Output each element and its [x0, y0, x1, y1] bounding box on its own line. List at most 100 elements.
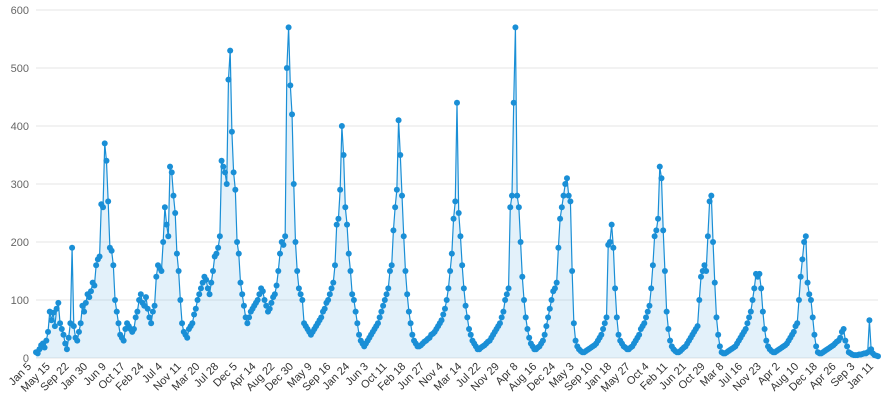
- data-point[interactable]: [438, 317, 445, 324]
- data-point[interactable]: [459, 262, 466, 269]
- data-point[interactable]: [457, 233, 464, 240]
- data-point[interactable]: [206, 291, 213, 298]
- data-point[interactable]: [790, 328, 797, 335]
- data-point[interactable]: [543, 323, 550, 330]
- data-point[interactable]: [275, 268, 282, 274]
- data-point[interactable]: [234, 239, 241, 245]
- data-point[interactable]: [43, 337, 50, 344]
- data-point[interactable]: [191, 311, 198, 318]
- data-point[interactable]: [194, 297, 201, 303]
- data-point[interactable]: [612, 285, 619, 292]
- data-point[interactable]: [216, 233, 223, 240]
- data-point[interactable]: [112, 297, 119, 303]
- data-point[interactable]: [404, 291, 411, 298]
- data-point[interactable]: [811, 331, 818, 338]
- data-point[interactable]: [283, 65, 290, 71]
- data-point[interactable]: [167, 163, 174, 170]
- data-point[interactable]: [50, 309, 57, 316]
- data-point[interactable]: [108, 247, 115, 254]
- data-point[interactable]: [294, 268, 301, 274]
- data-point[interactable]: [524, 326, 531, 332]
- data-point[interactable]: [651, 233, 658, 240]
- data-point[interactable]: [69, 244, 76, 251]
- data-point[interactable]: [715, 331, 722, 338]
- data-point[interactable]: [337, 186, 344, 193]
- data-point[interactable]: [548, 297, 555, 303]
- data-point[interactable]: [146, 314, 153, 321]
- data-point[interactable]: [646, 302, 653, 309]
- data-point[interactable]: [606, 239, 613, 245]
- data-point[interactable]: [464, 314, 471, 321]
- data-point[interactable]: [655, 215, 662, 222]
- data-point[interactable]: [447, 268, 454, 274]
- data-point[interactable]: [393, 186, 400, 193]
- data-point[interactable]: [440, 311, 447, 318]
- data-point[interactable]: [215, 244, 222, 251]
- data-point[interactable]: [96, 253, 103, 260]
- data-point[interactable]: [395, 117, 402, 124]
- data-point[interactable]: [289, 111, 296, 118]
- data-point[interactable]: [115, 320, 122, 327]
- data-point[interactable]: [383, 291, 390, 298]
- data-point[interactable]: [230, 169, 237, 176]
- data-point[interactable]: [60, 331, 67, 338]
- data-point[interactable]: [701, 262, 708, 269]
- data-point[interactable]: [742, 326, 749, 332]
- data-point[interactable]: [58, 326, 65, 332]
- data-point[interactable]: [130, 326, 137, 332]
- data-point[interactable]: [503, 291, 510, 298]
- data-point[interactable]: [761, 326, 768, 332]
- data-point[interactable]: [390, 227, 397, 234]
- data-point[interactable]: [175, 268, 182, 274]
- data-point[interactable]: [325, 297, 332, 303]
- data-point[interactable]: [441, 305, 448, 312]
- data-point[interactable]: [802, 233, 809, 240]
- data-point[interactable]: [340, 152, 347, 158]
- data-point[interactable]: [539, 337, 546, 344]
- data-point[interactable]: [875, 353, 881, 360]
- data-point[interactable]: [103, 157, 110, 164]
- data-point[interactable]: [799, 256, 806, 263]
- data-point[interactable]: [704, 233, 711, 240]
- data-point[interactable]: [295, 285, 302, 292]
- data-point[interactable]: [804, 279, 811, 286]
- data-point[interactable]: [452, 198, 459, 205]
- data-point[interactable]: [86, 294, 93, 301]
- data-point[interactable]: [144, 305, 151, 312]
- data-point[interactable]: [462, 302, 469, 309]
- data-point[interactable]: [132, 314, 139, 321]
- data-point[interactable]: [716, 343, 723, 350]
- data-point[interactable]: [813, 343, 820, 350]
- data-point[interactable]: [81, 308, 88, 315]
- data-point[interactable]: [318, 314, 325, 321]
- data-point[interactable]: [541, 331, 548, 338]
- data-point[interactable]: [165, 233, 172, 240]
- data-point[interactable]: [703, 268, 710, 274]
- data-point[interactable]: [809, 314, 816, 321]
- data-point[interactable]: [292, 239, 299, 245]
- data-point[interactable]: [665, 326, 672, 332]
- data-point[interactable]: [806, 291, 813, 298]
- data-point[interactable]: [759, 308, 766, 315]
- data-point[interactable]: [297, 291, 304, 298]
- data-point[interactable]: [641, 320, 648, 327]
- data-point[interactable]: [172, 210, 179, 216]
- data-point[interactable]: [507, 204, 514, 211]
- data-point[interactable]: [227, 47, 234, 54]
- data-point[interactable]: [192, 305, 199, 312]
- data-point[interactable]: [448, 250, 455, 257]
- data-point[interactable]: [866, 317, 873, 324]
- data-point[interactable]: [105, 198, 112, 205]
- data-point[interactable]: [758, 285, 765, 292]
- data-point[interactable]: [197, 285, 204, 292]
- data-point[interactable]: [218, 157, 225, 164]
- data-point[interactable]: [660, 227, 667, 234]
- data-point[interactable]: [321, 305, 328, 312]
- data-point[interactable]: [287, 82, 294, 89]
- data-point[interactable]: [74, 337, 81, 344]
- data-point[interactable]: [386, 268, 393, 274]
- data-point[interactable]: [570, 320, 577, 327]
- data-point[interactable]: [235, 250, 242, 257]
- data-point[interactable]: [560, 192, 567, 199]
- data-point[interactable]: [521, 297, 528, 303]
